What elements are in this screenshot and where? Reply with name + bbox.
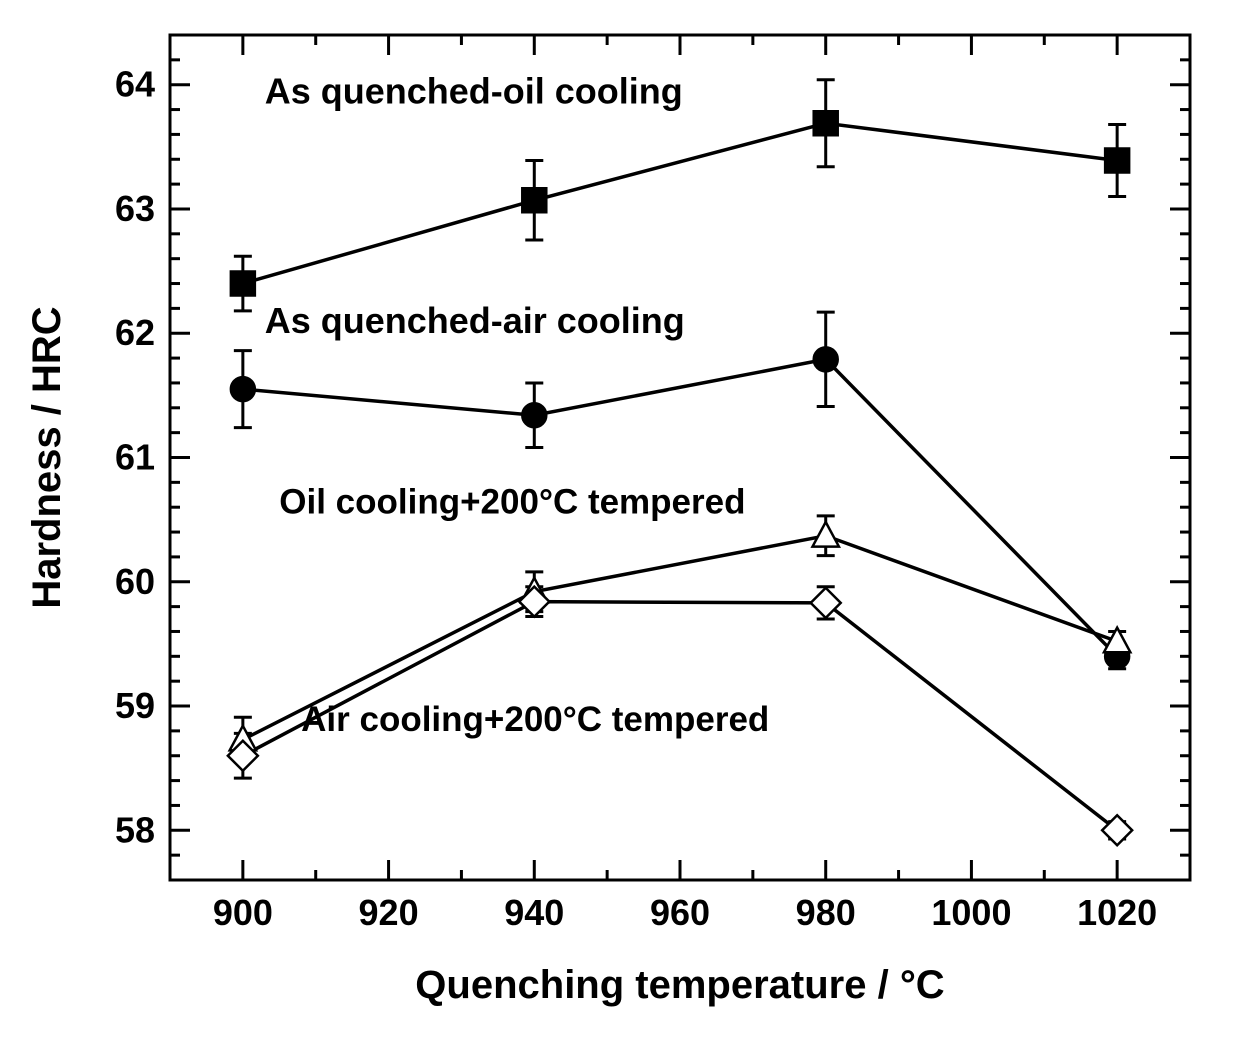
chart-svg: 900 920 940 960 980 1000 1020 Quenching tempera…: [0, 0, 1240, 1050]
svg-text:Oil cooling+200°C tempered: Oil cooling+200°C tempered: [279, 482, 745, 521]
hardness-chart: 900 920 940 960 980 1000 1020 Quenching tempera…: [0, 0, 1240, 1050]
svg-text:1000: 1000: [931, 892, 1011, 933]
svg-text:As quenched-oil cooling: As quenched-oil cooling: [265, 70, 683, 111]
svg-text:58: 58: [115, 809, 155, 850]
svg-text:Air cooling+200°C tempered: Air cooling+200°C tempered: [301, 700, 769, 739]
svg-text:980: 980: [796, 892, 856, 933]
svg-text:As quenched-air cooling: As quenched-air cooling: [265, 300, 685, 341]
svg-text:Quenching temperature / °C: Quenching temperature / °C: [415, 963, 944, 1007]
svg-text:59: 59: [115, 685, 155, 726]
svg-text:920: 920: [359, 892, 419, 933]
svg-text:940: 940: [504, 892, 564, 933]
svg-text:64: 64: [115, 64, 155, 105]
svg-text:900: 900: [213, 892, 273, 933]
svg-text:63: 63: [115, 188, 155, 229]
svg-text:960: 960: [650, 892, 710, 933]
svg-text:61: 61: [115, 437, 155, 478]
svg-text:62: 62: [115, 312, 155, 353]
svg-text:1020: 1020: [1077, 892, 1157, 933]
svg-text:60: 60: [115, 561, 155, 602]
svg-text:Hardness / HRC: Hardness / HRC: [25, 306, 69, 608]
